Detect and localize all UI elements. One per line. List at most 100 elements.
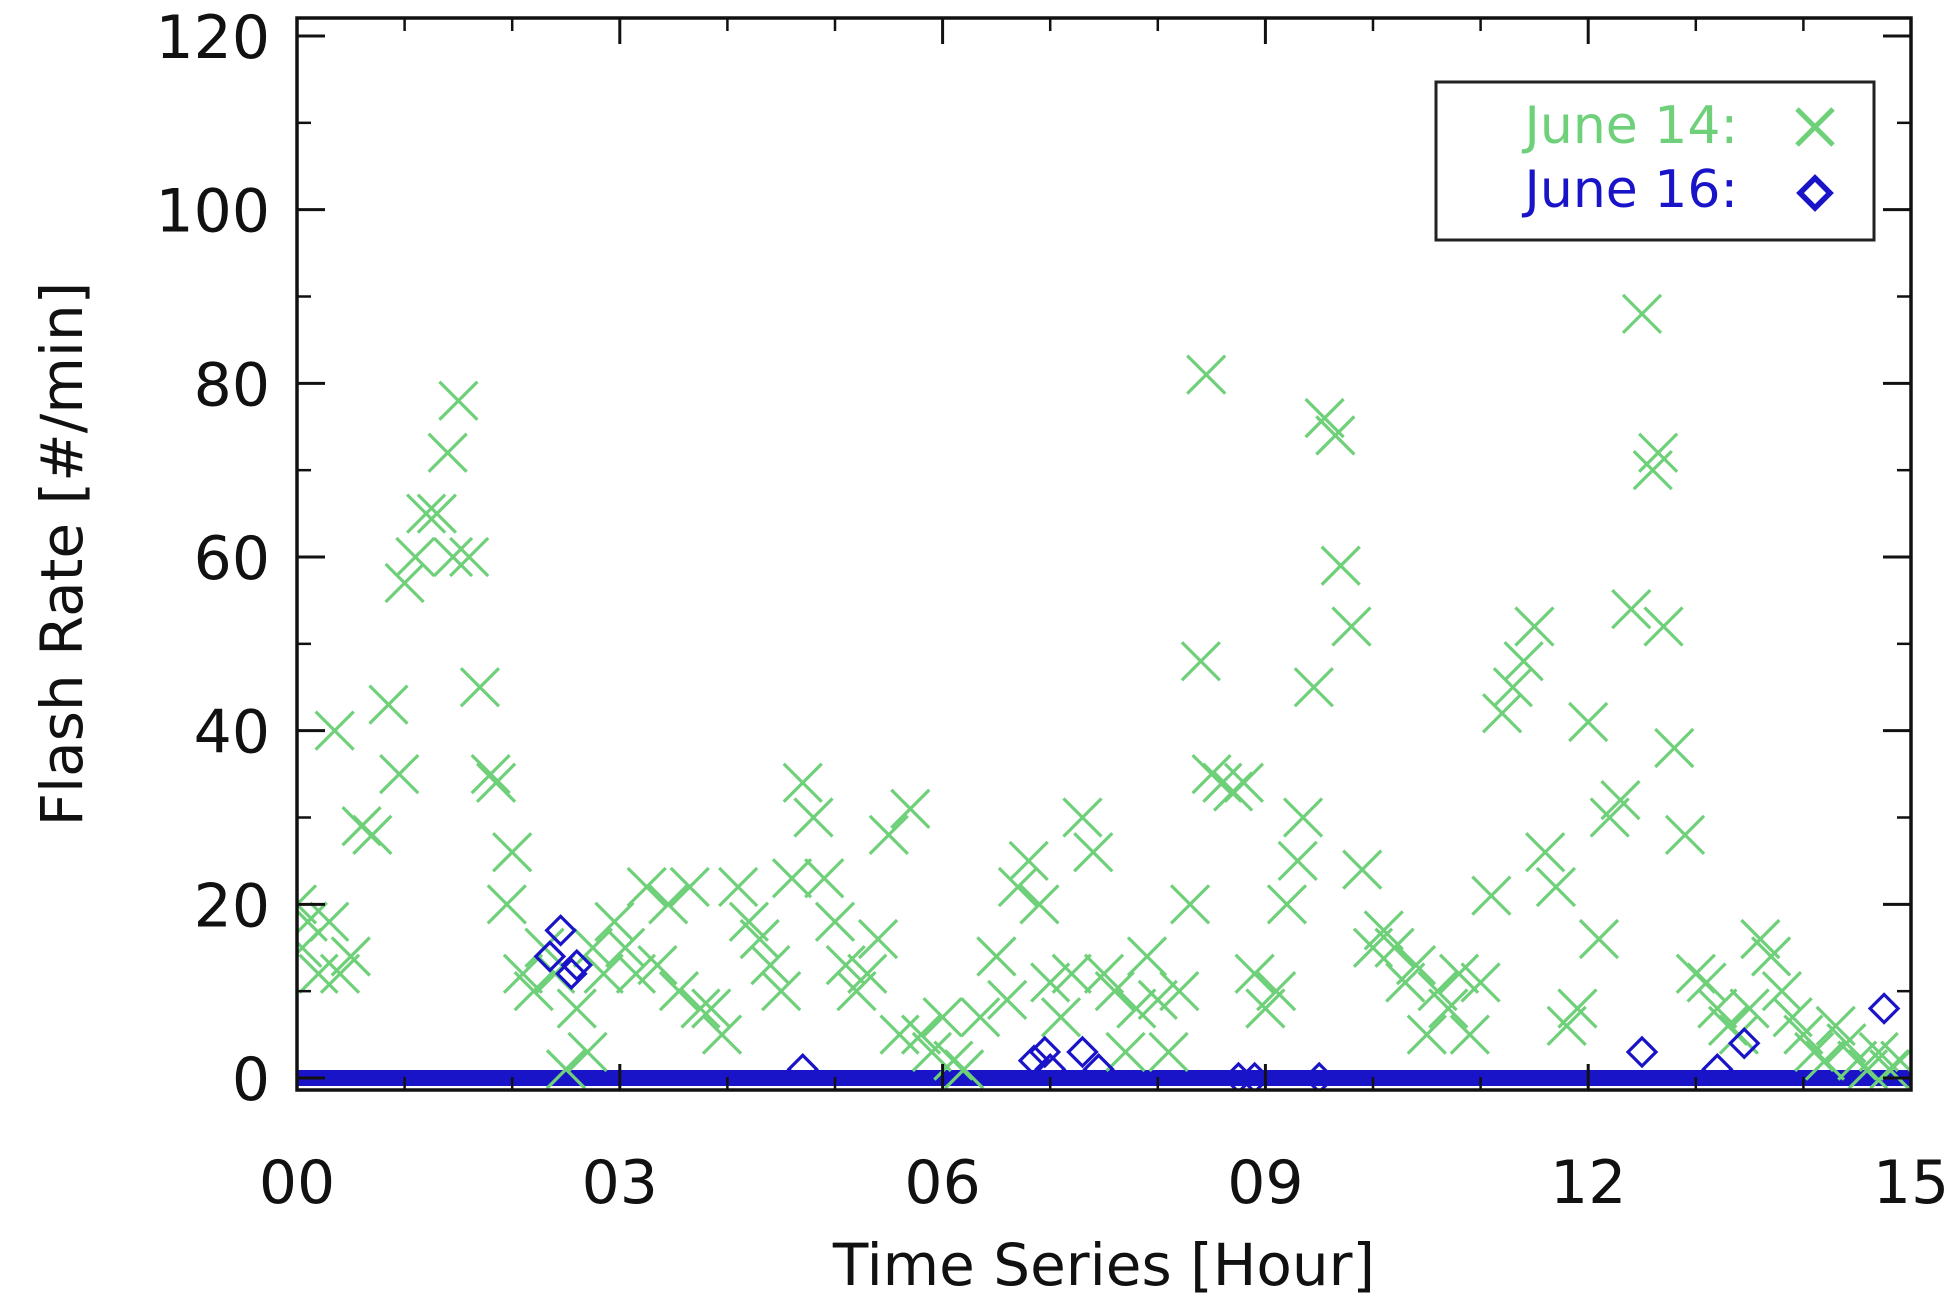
june-14-point (1643, 606, 1684, 647)
june-14-point (1352, 927, 1394, 968)
x-tick-label: 09 (1227, 1148, 1303, 1218)
june-14-point (1815, 1005, 1856, 1047)
june-14-point (1126, 936, 1168, 977)
june-14-point (626, 866, 667, 908)
june-14-point (836, 971, 877, 1012)
june-14-point (379, 753, 420, 795)
june-14-point (728, 901, 770, 942)
june-14-point (319, 953, 361, 994)
june-16-point (1727, 1027, 1761, 1060)
june-14-point (1320, 545, 1361, 586)
june-14-point (1116, 988, 1157, 1029)
june-14-point (1438, 953, 1480, 994)
june-14-point (943, 1049, 985, 1090)
june-16-point (1028, 1035, 1062, 1069)
june-14-point (1266, 884, 1308, 925)
june-16-point (544, 914, 577, 947)
june-14-point (297, 901, 328, 942)
june-14-point (1535, 866, 1577, 908)
june-14-point (1040, 997, 1082, 1038)
june-14-point (857, 918, 899, 960)
june-14-point (368, 684, 409, 725)
june-14-point (900, 1014, 942, 1055)
june-14-point (470, 753, 511, 795)
june-14-point (1342, 849, 1383, 890)
june-14-point (960, 997, 1001, 1038)
june-14-point (556, 988, 597, 1029)
june-14-point (1503, 641, 1544, 682)
june-14-point (1729, 988, 1770, 1029)
june-14-point (1514, 606, 1555, 647)
june-14-point (1105, 1031, 1146, 1073)
june-14-point (1740, 918, 1781, 960)
june-14-point (1750, 936, 1792, 977)
june-14-point (976, 936, 1017, 977)
june-14-point (615, 953, 657, 994)
june-14-point (605, 927, 646, 968)
june-14-point (1073, 832, 1114, 873)
june-14-point (658, 971, 700, 1012)
june-14-point (718, 866, 759, 908)
june-14-point (739, 918, 780, 960)
june-14-point (1030, 962, 1071, 1003)
axes: 00 03 06 09 12 15 0 20 40 60 80 100 120 (155, 3, 1949, 1218)
june-14-point (1632, 450, 1673, 491)
june-16-point (533, 940, 567, 973)
june-14-point (1180, 641, 1221, 682)
y-tick-label: 0 (232, 1045, 270, 1115)
june-14-point (1664, 814, 1706, 855)
x-axis-title: Time Series [Hour] (832, 1231, 1375, 1299)
june-14-point (1557, 988, 1598, 1029)
june-14-point (691, 988, 732, 1029)
june-16-point (1302, 1061, 1336, 1090)
june-14-point (1847, 1049, 1889, 1090)
june-14-point (1282, 797, 1324, 838)
y-tick-label: 60 (194, 524, 270, 594)
legend-x-marker (1795, 107, 1835, 147)
june-14-point (1304, 397, 1345, 439)
june-14-point (997, 866, 1039, 908)
june-16-point (1222, 1061, 1255, 1090)
june-14-point (1761, 971, 1803, 1012)
june-14-point (513, 971, 554, 1012)
x-tick-label: 15 (1873, 1148, 1949, 1218)
june-16-point (1082, 1053, 1115, 1086)
june-14-point (1880, 1040, 1911, 1081)
june-14-point (1697, 988, 1738, 1029)
june-14-point (1363, 910, 1404, 951)
june-14-point (761, 971, 802, 1012)
legend: June 14: June 16: (1434, 80, 1876, 242)
june-14-point (1654, 727, 1695, 769)
x-tick-label: 12 (1550, 1148, 1626, 1218)
june-14-point (1385, 962, 1426, 1003)
june-14-point (804, 858, 845, 899)
june-14-point (1492, 667, 1534, 708)
june-14-point (314, 710, 355, 751)
june-14-point (879, 1014, 920, 1055)
june-14-point (1578, 918, 1620, 960)
june-14-point (1083, 953, 1125, 994)
june-14-point (1460, 962, 1501, 1003)
june-14-point (701, 1014, 743, 1055)
june-14-point (680, 988, 721, 1029)
x-tick-label: 03 (582, 1148, 658, 1218)
june-16-point (1625, 1035, 1659, 1069)
june-14-point (1159, 971, 1200, 1012)
june-14-point (750, 944, 791, 986)
june-14-point (1234, 953, 1275, 994)
june-14-point (1169, 884, 1211, 925)
june-14-point (352, 814, 393, 855)
june-14-point (1245, 988, 1286, 1029)
june-14-point (814, 901, 856, 942)
june-16-point (560, 948, 594, 982)
june-14-point (486, 884, 527, 925)
june-14-point (1293, 667, 1334, 708)
x-tick-label: 00 (259, 1148, 335, 1218)
x-tick-label: 06 (904, 1148, 980, 1218)
june-14-point (416, 493, 458, 534)
june-14-point (1428, 988, 1469, 1029)
june-14-point (1611, 588, 1652, 630)
june-14-point (1223, 762, 1265, 803)
plot-frame (295, 16, 1913, 1092)
